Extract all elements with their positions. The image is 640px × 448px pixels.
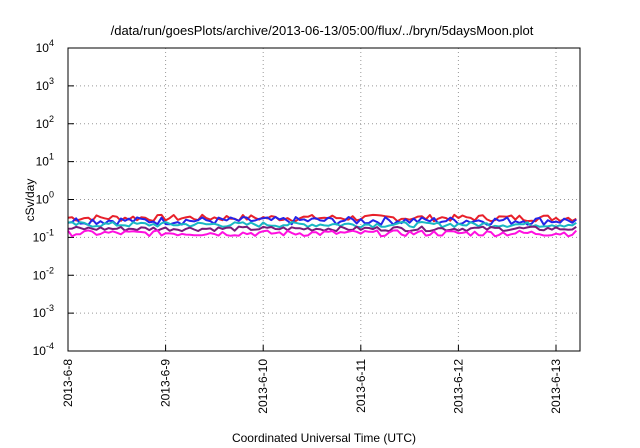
y-tick-label: 104 [36, 38, 54, 55]
series-line-3 [67, 225, 577, 233]
x-tick-label: 2013-6-13 [549, 359, 563, 414]
series-line-4 [67, 229, 578, 238]
y-tick-label: 100 [36, 190, 54, 207]
x-axis-label: Coordinated Universal Time (UTC) [232, 431, 416, 445]
x-tick-labels: 2013-6-8 2013-6-9 2013-6-10 2013-6-11 2013-6… [61, 359, 563, 414]
series-line-2 [67, 221, 577, 229]
plot-frame [67, 47, 581, 352]
x-tick-label: 2013-6-11 [354, 359, 368, 413]
y-tick-label: 10-2 [33, 265, 54, 282]
y-tick-label: 10-4 [33, 341, 54, 358]
y-tick-label: 10-1 [33, 227, 54, 244]
y-tick-labels: 104 103 102 101 100 10-1 10-2 10-3 10-4 [33, 38, 54, 358]
y-tick-label: 102 [36, 114, 54, 131]
grid-lines [67, 47, 580, 352]
y-axis-label: cSv/day [23, 179, 37, 222]
y-tick-label: 10-3 [33, 303, 54, 320]
x-tick-label: 2013-6-10 [256, 359, 270, 414]
y-tick-label: 103 [36, 76, 54, 93]
series-line-1 [67, 216, 577, 226]
chart-title: /data/run/goesPlots/archive/2013-06-13/0… [111, 23, 534, 38]
y-tick-label: 101 [36, 152, 54, 169]
x-tick-label: 2013-6-9 [159, 359, 173, 407]
series-lines [67, 213, 578, 238]
x-tick-label: 2013-6-8 [61, 359, 75, 407]
x-tick-label: 2013-6-12 [451, 359, 465, 414]
